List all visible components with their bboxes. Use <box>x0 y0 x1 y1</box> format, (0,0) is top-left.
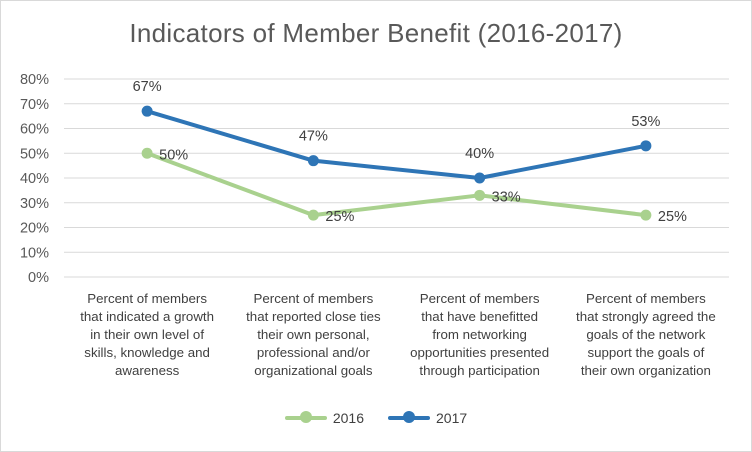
data-label-2017: 53% <box>631 114 660 130</box>
series-layer <box>141 105 652 221</box>
y-axis-ticks: 0% 10% 20% 30% 40% 50% 60% 70% 80% <box>20 72 49 286</box>
y-tick-label: 50% <box>20 146 49 162</box>
x-category-label-line: skills, knowledge and <box>84 345 210 360</box>
x-category-label: Percent of members that reported close ti… <box>233 290 393 380</box>
y-tick-label: 40% <box>20 171 49 187</box>
x-category-label-line: organizational goals <box>254 363 373 378</box>
x-category-label-line: opportunities presented <box>410 345 550 360</box>
legend-marker <box>403 411 415 423</box>
x-category-label: Percent of members that have benefitted fr… <box>400 290 560 380</box>
y-tick-label: 20% <box>20 221 49 237</box>
x-category-label-line: Percent of members <box>87 291 207 306</box>
x-category-label-line: support the goals of <box>587 345 705 360</box>
legend: 2016 2017 <box>0 410 752 426</box>
legend-marker <box>299 411 312 423</box>
series-line-2016 <box>145 151 648 218</box>
legend-label: 2016 <box>332 410 364 426</box>
series-line-2017 <box>145 109 648 180</box>
data-point-2016 <box>141 147 153 159</box>
x-category-label-line: Percent of members <box>419 291 540 306</box>
x-category-label-line: from networking <box>432 327 527 342</box>
x-category-label-line: that indicated a growth <box>80 309 215 324</box>
x-category-label-line: professional and/or <box>256 345 370 360</box>
y-tick-label: 80% <box>20 72 49 88</box>
x-category-label-line: that strongly agreed the <box>576 309 716 324</box>
legend-swatch <box>284 411 327 423</box>
data-label-2017: 47% <box>299 129 328 145</box>
data-point-2017 <box>307 155 319 167</box>
x-category-label-line: their own personal, <box>257 327 370 342</box>
grid-lines <box>64 78 729 278</box>
x-category-label-line: through participation <box>419 363 540 378</box>
legend-item-2016: 2016 <box>284 410 364 426</box>
x-category-label-line: in their own level of <box>90 327 205 342</box>
data-label-2016: 25% <box>658 209 687 225</box>
data-label-2016: 33% <box>492 189 521 205</box>
x-category-label-line: Percent of members <box>253 291 374 306</box>
x-category-label-line: that have benefitted <box>421 309 539 324</box>
x-category-label-line: goals of the network <box>586 327 706 342</box>
x-category-label: Percent of members that indicated a growt… <box>67 290 227 380</box>
y-tick-label: 10% <box>20 245 49 261</box>
data-label-2016: 50% <box>159 147 188 163</box>
x-category-label-line: that reported close ties <box>246 309 381 324</box>
x-category-label-line: Percent of members <box>586 291 706 306</box>
chart-title: Indicators of Member Benefit (2016-2017) <box>129 18 623 48</box>
x-category-label-line: awareness <box>114 363 180 378</box>
legend-label: 2017 <box>436 410 468 426</box>
data-label-2016: 25% <box>325 209 354 225</box>
data-label-2017: 40% <box>465 146 494 162</box>
y-tick-label: 60% <box>20 122 49 138</box>
y-tick-label: 0% <box>28 270 49 286</box>
legend-item-2017: 2017 <box>388 410 467 426</box>
data-point-2016 <box>307 209 319 221</box>
data-point-2016 <box>474 189 486 201</box>
data-point-2017 <box>474 172 486 184</box>
x-category-label-line: their own organization <box>580 363 711 378</box>
legend-swatch <box>388 411 430 423</box>
data-point-2017 <box>640 140 652 152</box>
data-label-2017: 67% <box>133 79 162 95</box>
data-labels: 50% 25% 33% 25% 67% 47% 40% 53% <box>133 79 687 225</box>
data-point-2016 <box>640 209 652 221</box>
y-tick-label: 70% <box>20 97 49 113</box>
data-point-2017 <box>141 105 153 117</box>
y-tick-label: 30% <box>20 196 49 212</box>
x-category-label: Percent of members that strongly agreed t… <box>566 290 726 380</box>
